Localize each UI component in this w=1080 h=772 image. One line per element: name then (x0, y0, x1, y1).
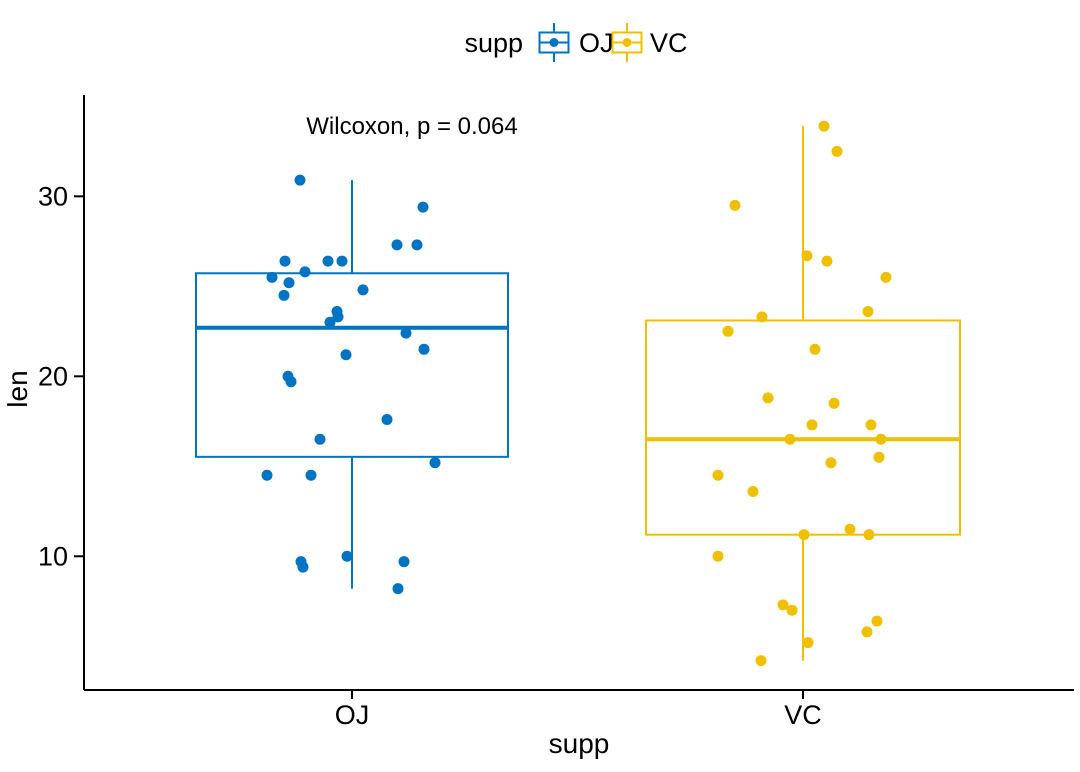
jitter-point (756, 311, 768, 323)
box-group-oj (195, 174, 509, 595)
jitter-point (712, 550, 724, 562)
jitter-point (784, 433, 796, 445)
jitter-point (798, 529, 810, 541)
jitter-point (285, 376, 297, 388)
jitter-point (391, 239, 403, 251)
jitter-point (880, 271, 892, 283)
jitter-point (871, 615, 883, 627)
jitter-point (314, 433, 326, 445)
jitter-point (322, 255, 334, 267)
axes: 30 20 10 OJ VC supp len (2, 95, 1074, 759)
jitter-point (357, 284, 369, 296)
jitter-point (400, 327, 412, 339)
legend-key-dot (622, 38, 632, 47)
jitter-point (825, 457, 837, 469)
jitter-point (809, 343, 821, 355)
legend-label: VC (650, 28, 688, 58)
jitter-point (828, 397, 840, 409)
jitter-point (392, 583, 404, 595)
legend-key-vc[interactable] (611, 23, 643, 62)
box-group-vc (645, 120, 961, 667)
legend-key-oj[interactable] (538, 23, 570, 62)
box (195, 272, 509, 458)
jitter-point (786, 604, 798, 616)
jitter-point (297, 561, 309, 573)
jitter-point (712, 469, 724, 481)
x-tick-label: OJ (335, 700, 370, 730)
y-tick-label: 30 (38, 181, 68, 211)
jitter-point (821, 255, 833, 267)
jitter-point (863, 529, 875, 541)
box (645, 319, 961, 536)
jitter-point (341, 550, 353, 562)
jitter-point (806, 419, 818, 431)
jitter-point (762, 392, 774, 404)
jitter-point (729, 199, 741, 211)
stat-annotation: Wilcoxon, p = 0.064 (306, 113, 517, 140)
y-tick-label: 20 (38, 361, 68, 391)
jitter-point (862, 306, 874, 318)
jitter-point (324, 316, 336, 328)
jitter-point (873, 451, 885, 463)
jitter-point (875, 433, 887, 445)
legend-title: supp (464, 28, 523, 58)
jitter-point (283, 277, 295, 289)
legend: supp OJ VC (464, 23, 688, 62)
jitter-point (865, 419, 877, 431)
y-tick-label: 10 (38, 541, 68, 571)
jitter-point (398, 556, 410, 568)
jitter-point (336, 255, 348, 267)
jitter-point (381, 413, 393, 425)
jitter-point (755, 655, 767, 667)
jitter-point (777, 599, 789, 611)
legend-label: OJ (579, 28, 614, 58)
jitter-point (861, 626, 873, 638)
y-axis-title: len (2, 370, 33, 407)
jitter-point (411, 239, 423, 251)
jitter-point (279, 255, 291, 267)
x-tick-label: VC (784, 700, 822, 730)
jitter-point (340, 349, 352, 361)
jitter-point (747, 485, 759, 497)
jitter-point (332, 311, 344, 323)
jitter-point (429, 457, 441, 469)
jitter-point (722, 325, 734, 337)
jitter-point (831, 145, 843, 157)
jitter-point (305, 469, 317, 481)
jitter-point (802, 637, 814, 649)
legend-key-dot (549, 38, 559, 47)
jitter-point (278, 289, 290, 301)
jitter-point (418, 343, 430, 355)
x-axis-title: supp (549, 728, 610, 759)
jitter-point (844, 523, 856, 535)
jitter-point (801, 250, 813, 262)
jitter-point (261, 469, 273, 481)
jitter-point (417, 201, 429, 213)
jitter-point (818, 120, 830, 132)
jitter-point (299, 266, 311, 278)
jitter-point (266, 271, 278, 283)
jitter-point (294, 174, 306, 186)
